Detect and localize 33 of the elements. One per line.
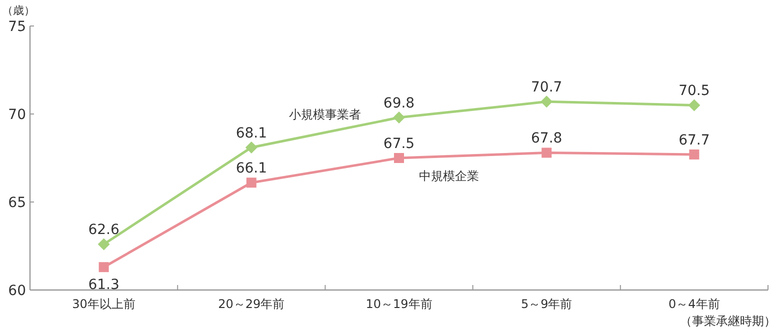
- x-tick-label: 10～19年前: [366, 297, 432, 311]
- data-label: 66.1: [236, 160, 267, 177]
- point: [689, 149, 700, 160]
- x-tick-label: 5～9年前: [520, 297, 572, 311]
- data-label: 70.7: [531, 80, 562, 96]
- y-tick-label: 60: [8, 283, 26, 299]
- data-label: 61.3: [88, 277, 120, 294]
- point: [394, 153, 404, 163]
- data-label: 69.8: [383, 96, 415, 112]
- x-tick-label: 0～4年前: [668, 297, 720, 311]
- point: [542, 148, 552, 158]
- data-label: 68.1: [236, 125, 267, 142]
- y-tick-label: 75: [8, 19, 26, 35]
- x-axis-title: （事業承継時期）: [680, 314, 776, 328]
- data-label: 67.5: [383, 136, 415, 152]
- series-label: 中規模企業: [419, 169, 479, 183]
- data-label: 67.8: [531, 130, 562, 147]
- point: [98, 262, 109, 272]
- point: [246, 178, 256, 188]
- point: [688, 99, 700, 112]
- series-label: 小規模事業者: [289, 107, 362, 122]
- point: [540, 96, 553, 108]
- y-tick-label: 70: [8, 107, 26, 123]
- data-label: 67.7: [678, 132, 710, 148]
- x-tick-label: 30年以上前: [72, 297, 136, 311]
- point: [98, 238, 110, 250]
- data-label: 70.5: [678, 83, 710, 100]
- x-tick-label: 20～29年前: [218, 297, 285, 311]
- point: [245, 141, 258, 154]
- y-axis-title: （歳）: [2, 4, 35, 17]
- point: [393, 112, 405, 124]
- data-label: 62.6: [88, 222, 120, 238]
- y-tick-label: 65: [8, 195, 26, 211]
